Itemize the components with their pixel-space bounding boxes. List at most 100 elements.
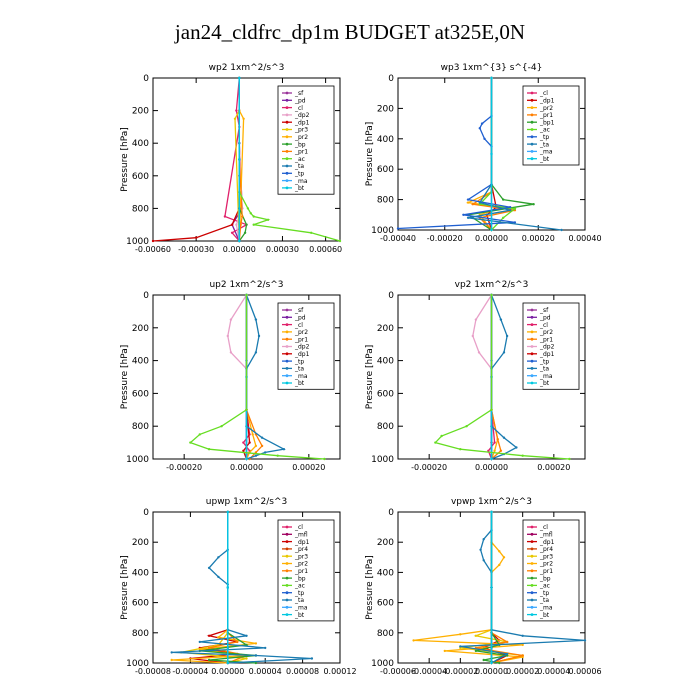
- series-point-ta: [254, 654, 258, 657]
- legend-marker: [530, 315, 534, 319]
- legend-entry: _pr3: [539, 553, 553, 560]
- legend-entry: _bt: [539, 612, 550, 619]
- legend-entry: _pr3: [294, 127, 308, 134]
- legend-marker: [530, 106, 534, 109]
- y-tick-label: 600: [377, 599, 394, 609]
- legend-entry: _bp: [539, 575, 551, 582]
- series-point-cl: [230, 231, 234, 234]
- legend-entry: _ma: [539, 149, 553, 156]
- y-tick-label: 1000: [126, 455, 149, 465]
- y-tick-label: 400: [377, 357, 394, 367]
- x-tick-label: 0.00020: [522, 234, 555, 243]
- series-point-ta: [198, 640, 201, 644]
- series-point-ta: [170, 651, 173, 654]
- series-point-pr1: [496, 438, 499, 441]
- legend-marker: [285, 135, 289, 139]
- series-point-ta: [459, 645, 462, 648]
- legend-entry: _pr2: [539, 329, 553, 336]
- series-point-tp: [480, 122, 484, 125]
- legend-marker: [530, 598, 534, 602]
- legend-entry: _pr3: [294, 553, 308, 560]
- y-tick-label: 400: [377, 135, 394, 145]
- legend-entry: _ta: [539, 366, 549, 373]
- legend-entry: _bt: [294, 185, 305, 192]
- y-tick-label: 1000: [126, 659, 149, 669]
- series-point-ac: [220, 425, 223, 428]
- legend-marker: [530, 540, 534, 543]
- series-point-ac: [252, 215, 255, 218]
- legend-marker: [530, 562, 534, 565]
- legend-marker: [285, 337, 289, 341]
- series-point-dp2: [229, 351, 233, 354]
- series-line-pr2: [245, 295, 257, 460]
- legend-entry: _ta: [539, 141, 549, 148]
- legend-marker: [285, 345, 289, 348]
- series-line-ac: [434, 295, 570, 460]
- series-point-ta: [282, 448, 286, 451]
- chart-title: vpwp 1xm^2/s^3: [451, 497, 532, 507]
- series-point-pr2: [412, 639, 415, 642]
- series-point-bt: [226, 586, 229, 589]
- series-point-ac: [338, 239, 342, 243]
- legend-marker: [285, 547, 289, 551]
- series-point-ta: [260, 436, 264, 439]
- legend-marker: [530, 525, 534, 529]
- legend-entry: _ta: [539, 597, 549, 604]
- legend-marker: [285, 150, 289, 153]
- legend-marker: [285, 142, 289, 146]
- y-tick-label: 0: [388, 291, 394, 301]
- legend-entry: _bp: [294, 141, 306, 148]
- legend-marker: [285, 308, 289, 312]
- x-tick-label: 0.00002: [506, 667, 539, 676]
- legend-entry: _cl: [294, 524, 303, 531]
- legend-marker: [285, 532, 289, 536]
- chart-title: wp2 1xm^2/s^3: [209, 63, 285, 73]
- series-point-tp: [509, 206, 512, 209]
- legend-marker: [285, 179, 289, 183]
- series-point-bp: [482, 658, 485, 662]
- x-tick-label: -0.00008: [135, 667, 171, 676]
- series-point-pr1: [521, 654, 524, 657]
- series-point-pr2: [498, 563, 501, 567]
- series-point-dp1: [248, 441, 251, 444]
- series-point-ac: [459, 448, 462, 451]
- series-point-ac: [521, 454, 524, 457]
- series-point-ta: [254, 351, 258, 354]
- series-point-ac: [502, 216, 505, 219]
- chart-panel-3: up2 1xm^2/s^3 Pressure [hPa] 0 200 400 600 800…: [120, 280, 341, 472]
- series-point-pr3: [474, 634, 478, 637]
- legend-entry: _pr1: [539, 336, 553, 343]
- legend-entry: _cl: [539, 90, 548, 97]
- legend-marker: [285, 98, 289, 102]
- series-point-dp2: [474, 318, 478, 321]
- series-point-ta: [502, 436, 506, 439]
- legend-entry: _ma: [539, 373, 553, 380]
- legend-entry: _bt: [294, 380, 305, 387]
- series-point-ta: [505, 652, 509, 656]
- y-axis-label: Pressure [hPa]: [365, 345, 375, 410]
- legend-marker: [530, 381, 534, 385]
- series-point-ta: [515, 446, 518, 449]
- x-tick-label: 0.00000: [223, 245, 256, 254]
- x-tick-label: -0.00002: [442, 667, 478, 676]
- y-tick-label: 0: [143, 508, 149, 518]
- legend-entry: _dp2: [294, 112, 310, 119]
- y-tick-label: 200: [377, 538, 394, 548]
- legend-marker: [285, 381, 289, 385]
- y-axis-label: Pressure [hPa]: [365, 555, 375, 620]
- legend-entry: _dp2: [539, 344, 555, 351]
- series-point-ta: [583, 639, 587, 642]
- series-point-pr2: [251, 433, 254, 436]
- x-tick-label: 0.00000: [475, 667, 508, 676]
- legend-entry: _pr4: [539, 546, 553, 553]
- legend-entry: _cl: [539, 322, 548, 329]
- series-point-bp: [498, 661, 501, 665]
- legend-entry: _bp: [294, 575, 306, 582]
- series-point-pr2: [521, 643, 524, 647]
- legend-entry: _pr1: [294, 149, 308, 156]
- y-axis-label: Pressure [hPa]: [120, 345, 130, 410]
- series-point-ac: [246, 207, 250, 210]
- legend-entry: _pd: [294, 315, 306, 322]
